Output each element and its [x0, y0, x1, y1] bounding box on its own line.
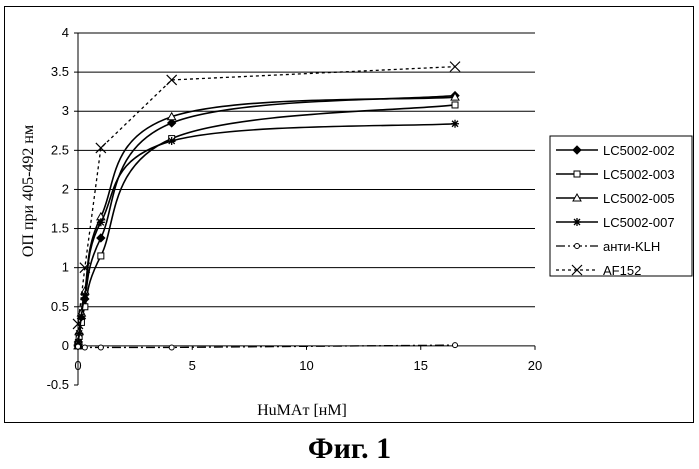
data-point: [82, 345, 87, 350]
axes: -0.5 0 0.5 1 1.5 2 2.5 3 3.5 4 0 5 10 15 20: [47, 25, 543, 392]
y-tick-label: 2: [62, 181, 69, 196]
data-point: [453, 343, 458, 348]
data-point: [98, 345, 103, 350]
data-point: [167, 75, 177, 85]
x-tick-label: 20: [528, 358, 542, 373]
y-axis-title: ОП при 405-492 нм: [20, 125, 37, 257]
x-tick-label: 0: [74, 358, 81, 373]
series-line: [78, 124, 455, 346]
legend-label: LC5002-002: [603, 143, 675, 158]
data-point: [98, 253, 104, 259]
legend: LC5002-002 LC5002-003 LC5002-005 LC5002-007…: [550, 136, 692, 278]
figure-caption: Фиг. 1: [0, 432, 699, 466]
y-tick-label: 4: [62, 25, 69, 40]
data-point: [75, 329, 83, 337]
data-point: [168, 137, 176, 145]
series-1: [75, 102, 458, 349]
x-tick-label: 5: [189, 358, 196, 373]
y-tick-label: 1.5: [51, 221, 69, 236]
series-5: [73, 62, 460, 329]
y-tick-label: 0: [62, 338, 69, 353]
y-tick-label: 0.5: [51, 299, 69, 314]
legend-marker: [573, 218, 581, 226]
legend-label: AF152: [603, 263, 641, 278]
legend-marker: [575, 244, 580, 249]
legend-label: LC5002-007: [603, 215, 675, 230]
data-point: [451, 120, 459, 128]
series-line: [78, 105, 455, 346]
data-point: [169, 345, 174, 350]
data-point: [450, 62, 460, 72]
series-0: [74, 92, 459, 350]
legend-label: анти-KLH: [603, 239, 660, 254]
chart-svg: -0.5 0 0.5 1 1.5 2 2.5 3 3.5 4 0 5 10 15 20 ОП при 405…: [0, 0, 699, 430]
y-tick-label: -0.5: [47, 377, 69, 392]
data-point: [97, 218, 105, 226]
series-3: [74, 120, 459, 350]
legend-label: LC5002-003: [603, 167, 675, 182]
data-point: [76, 344, 81, 349]
legend-label: LC5002-005: [603, 191, 675, 206]
series-line: [78, 97, 455, 346]
legend-marker: [574, 171, 580, 177]
y-tick-label: 3.5: [51, 64, 69, 79]
x-axis-title: HuMAт [нМ]: [257, 402, 347, 419]
y-tick-label: 3: [62, 103, 69, 118]
data-point: [452, 102, 458, 108]
y-tick-label: 1: [62, 260, 69, 275]
series-line: [78, 96, 455, 346]
x-tick-label: 10: [299, 358, 313, 373]
x-tick-label: 15: [414, 358, 428, 373]
series-2: [74, 93, 459, 349]
y-tick-label: 2.5: [51, 142, 69, 157]
data-point: [97, 234, 105, 242]
